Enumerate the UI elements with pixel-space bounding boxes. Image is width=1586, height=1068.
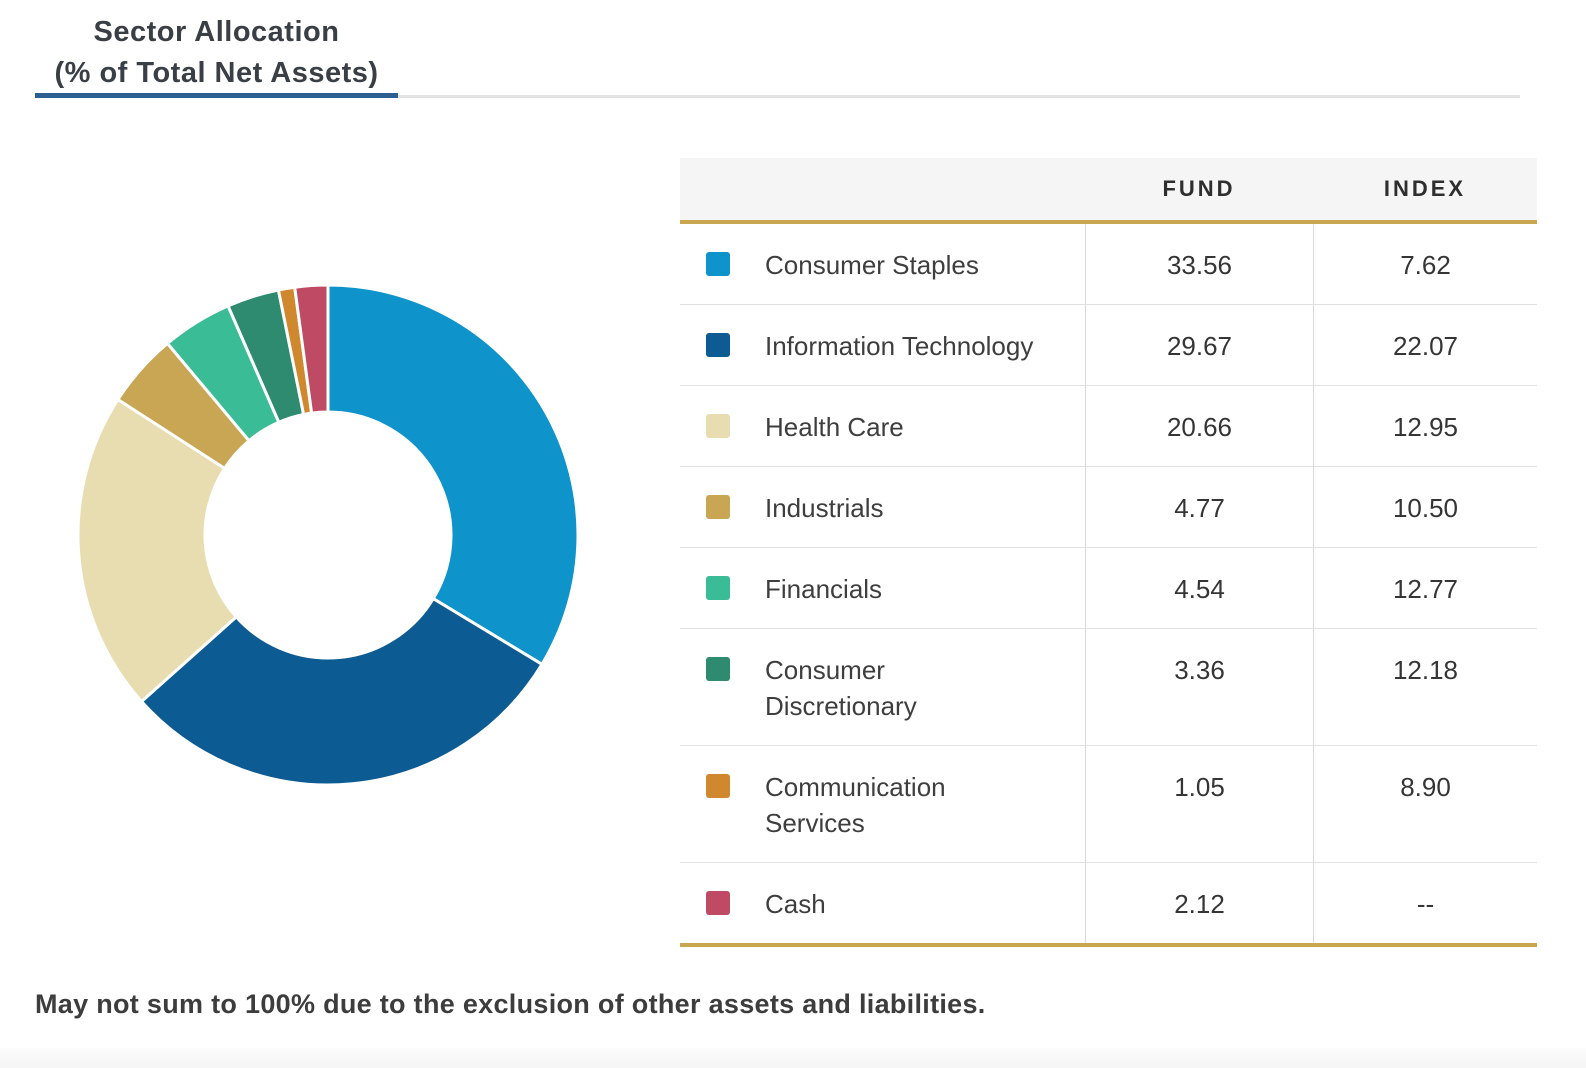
legend-swatch-icon <box>706 333 730 357</box>
sector-cell: Communication Services <box>680 746 1085 862</box>
sector-cell: Industrials <box>680 467 1085 547</box>
table-row-information-technology: Information Technology 29.67 22.07 <box>680 305 1537 386</box>
page-title-line2: (% of Total Net Assets) <box>54 57 379 89</box>
sector-cell: Consumer Discretionary <box>680 629 1085 745</box>
sector-label: Cash <box>765 889 826 919</box>
column-header-fund: FUND <box>1162 176 1236 201</box>
index-value: 10.50 <box>1313 467 1537 547</box>
donut-svg <box>76 283 580 787</box>
index-value: 7.62 <box>1313 224 1537 304</box>
title-underline <box>35 93 398 98</box>
page-title-line1: Sector Allocation <box>93 16 340 48</box>
table-row-consumer-discretionary: Consumer Discretionary 3.36 12.18 <box>680 629 1537 746</box>
legend-swatch-icon <box>706 576 730 600</box>
donut-slice-cash <box>293 283 330 415</box>
fund-value: 1.05 <box>1085 746 1313 862</box>
legend-swatch-icon <box>706 414 730 438</box>
index-value: 8.90 <box>1313 746 1537 862</box>
next-section-edge <box>0 1048 1586 1068</box>
sector-cell: Consumer Staples <box>680 224 1085 304</box>
legend-swatch-icon <box>706 252 730 276</box>
index-value: 12.18 <box>1313 629 1537 745</box>
sector-donut-chart <box>75 282 581 788</box>
table-row-industrials: Industrials 4.77 10.50 <box>680 467 1537 548</box>
fund-value: 33.56 <box>1085 224 1313 304</box>
fund-value: 20.66 <box>1085 386 1313 466</box>
fund-value: 2.12 <box>1085 863 1313 943</box>
sector-cell: Information Technology <box>680 305 1085 385</box>
fund-value: 4.77 <box>1085 467 1313 547</box>
sector-cell: Cash <box>680 863 1085 943</box>
donut-slice-information-technology <box>139 596 545 787</box>
legend-swatch-icon <box>706 657 730 681</box>
sector-label: Industrials <box>765 493 884 523</box>
legend-swatch-icon <box>706 495 730 519</box>
sector-label: Consumer Discretionary <box>765 655 917 721</box>
donut-slice-consumer-staples <box>326 283 580 667</box>
sector-cell: Health Care <box>680 386 1085 466</box>
column-header-index: INDEX <box>1383 176 1467 201</box>
fund-value: 29.67 <box>1085 305 1313 385</box>
sector-label: Communication Services <box>765 772 946 838</box>
table-row-health-care: Health Care 20.66 12.95 <box>680 386 1537 467</box>
sector-label: Information Technology <box>765 331 1034 361</box>
table-header-row: FUND INDEX <box>680 158 1537 224</box>
legend-swatch-icon <box>706 891 730 915</box>
index-value: -- <box>1313 863 1537 943</box>
table-row-cash: Cash 2.12 -- <box>680 863 1537 943</box>
donut-slice-health-care <box>76 397 239 704</box>
table-row-financials: Financials 4.54 12.77 <box>680 548 1537 629</box>
fund-value: 3.36 <box>1085 629 1313 745</box>
footnote: May not sum to 100% due to the exclusion… <box>35 989 986 1019</box>
index-value: 22.07 <box>1313 305 1537 385</box>
sector-label: Consumer Staples <box>765 250 979 280</box>
sector-label: Financials <box>765 574 883 604</box>
sector-cell: Financials <box>680 548 1085 628</box>
fund-value: 4.54 <box>1085 548 1313 628</box>
table-row-communication-services: Communication Services 1.05 8.90 <box>680 746 1537 863</box>
page-title: Sector Allocation (% of Total Net Assets… <box>35 12 398 94</box>
table-row-consumer-staples: Consumer Staples 33.56 7.62 <box>680 224 1537 305</box>
index-value: 12.77 <box>1313 548 1537 628</box>
legend-swatch-icon <box>706 774 730 798</box>
header-divider-rule <box>398 95 1520 98</box>
table-body: Consumer Staples 33.56 7.62 Information Tec… <box>680 224 1537 943</box>
index-value: 12.95 <box>1313 386 1537 466</box>
sector-allocation-table: FUND INDEX Consumer Staples 33.56 7.62 Info… <box>680 158 1537 947</box>
sector-label: Health Care <box>765 412 904 442</box>
